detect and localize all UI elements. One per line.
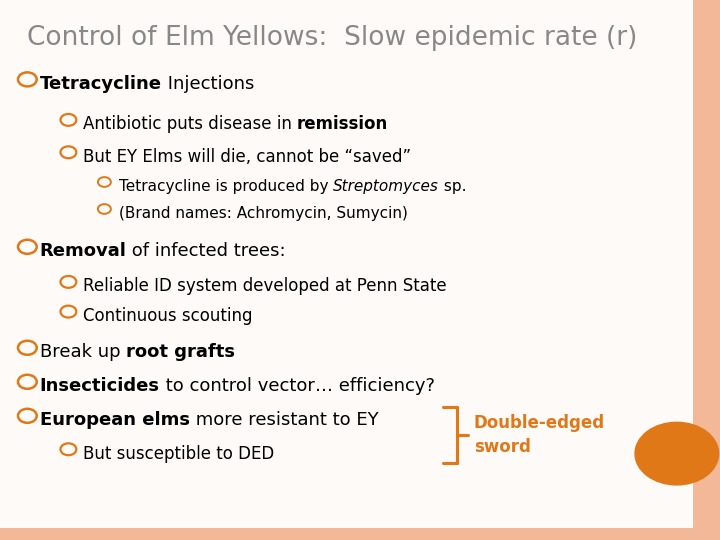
Text: Injections: Injections (161, 75, 254, 93)
Text: (Brand names: Achromycin, Sumycin): (Brand names: Achromycin, Sumycin) (119, 206, 408, 221)
Text: remission: remission (297, 115, 388, 133)
Circle shape (635, 422, 719, 485)
Text: to control vector… efficiency?: to control vector… efficiency? (160, 377, 435, 395)
Text: Tetracycline is produced by: Tetracycline is produced by (119, 179, 333, 194)
Text: Continuous scouting: Continuous scouting (83, 307, 252, 325)
Text: Break up: Break up (40, 343, 126, 361)
FancyBboxPatch shape (0, 528, 693, 540)
Text: Streptomyces: Streptomyces (333, 179, 439, 194)
Text: Tetracycline: Tetracycline (40, 75, 161, 93)
Text: But susceptible to DED: But susceptible to DED (83, 444, 274, 463)
Text: sp.: sp. (439, 179, 467, 194)
Text: of infected trees:: of infected trees: (127, 242, 286, 260)
FancyBboxPatch shape (0, 0, 693, 528)
Text: European elms: European elms (40, 411, 189, 429)
Text: Reliable ID system developed at Penn State: Reliable ID system developed at Penn Sta… (83, 277, 446, 295)
Text: root grafts: root grafts (126, 343, 235, 361)
Text: Antibiotic puts disease in: Antibiotic puts disease in (83, 115, 297, 133)
Text: Removal: Removal (40, 242, 127, 260)
FancyBboxPatch shape (693, 0, 720, 540)
Text: more resistant to EY: more resistant to EY (189, 411, 378, 429)
Text: sword: sword (474, 438, 531, 456)
Text: But EY Elms will die, cannot be “saved”: But EY Elms will die, cannot be “saved” (83, 147, 411, 166)
Text: Insecticides: Insecticides (40, 377, 160, 395)
Text: Control of Elm Yellows:  Slow epidemic rate (r): Control of Elm Yellows: Slow epidemic ra… (27, 25, 638, 51)
Text: Double-edged: Double-edged (474, 414, 605, 432)
